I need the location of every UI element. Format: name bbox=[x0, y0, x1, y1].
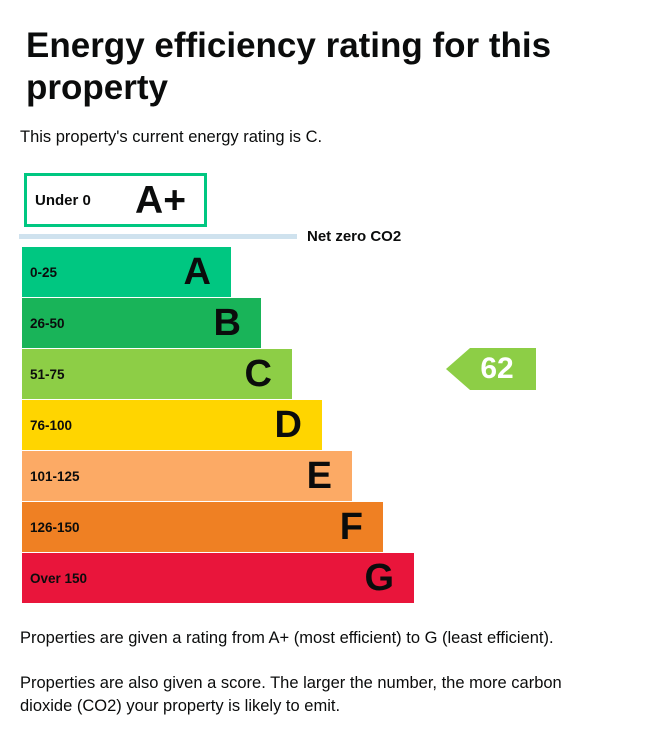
band-range-label: 51-75 bbox=[30, 366, 65, 382]
current-score-pointer: 62 bbox=[446, 348, 536, 390]
band-range-label: 126-150 bbox=[30, 519, 80, 535]
score-explanation-text: Properties are also given a score. The l… bbox=[20, 672, 660, 717]
page-title: Energy efficiency rating for this proper… bbox=[26, 26, 552, 107]
band-range-label: Over 150 bbox=[30, 570, 88, 586]
rating-bands: 0-25 A 26-50 B 51-75 C 76-100 D 101-125 E 126-150 F… bbox=[22, 247, 414, 604]
current-score-value: 62 bbox=[480, 352, 514, 385]
band-letter: E bbox=[306, 455, 332, 497]
band-letter: G bbox=[364, 557, 394, 599]
band-range-label: 26-50 bbox=[30, 315, 65, 331]
band-letter: F bbox=[339, 506, 363, 548]
band-letter: C bbox=[244, 353, 272, 395]
band-a-plus-letter: A+ bbox=[135, 178, 186, 222]
band-c: 51-75 C bbox=[22, 349, 292, 399]
band-range-label: 76-100 bbox=[30, 417, 73, 433]
band-g: Over 150 G bbox=[22, 553, 414, 603]
current-rating-text: This property's current energy rating is… bbox=[20, 128, 323, 146]
band-d: 76-100 D bbox=[22, 400, 322, 450]
band-e: 101-125 E bbox=[22, 451, 352, 501]
score-explanation-line-2: dioxide (CO2) your property is likely to… bbox=[20, 696, 341, 715]
band-letter: D bbox=[274, 404, 302, 446]
band-a-plus-range-label: Under 0 bbox=[35, 191, 91, 209]
band-a-plus: Under 0 A+ bbox=[24, 173, 207, 227]
band-f: 126-150 F bbox=[22, 502, 383, 552]
net-zero-line bbox=[19, 234, 297, 239]
band-letter: B bbox=[213, 302, 241, 344]
net-zero-label: Net zero CO2 bbox=[307, 228, 402, 245]
band-b: 26-50 B bbox=[22, 298, 261, 348]
rating-explanation-text: Properties are given a rating from A+ (m… bbox=[20, 629, 554, 647]
band-letter: A bbox=[183, 251, 211, 293]
score-explanation-line-1: Properties are also given a score. The l… bbox=[20, 674, 562, 692]
band-range-label: 0-25 bbox=[30, 264, 58, 280]
band-a: 0-25 A bbox=[22, 247, 231, 297]
band-range-label: 101-125 bbox=[30, 468, 80, 484]
